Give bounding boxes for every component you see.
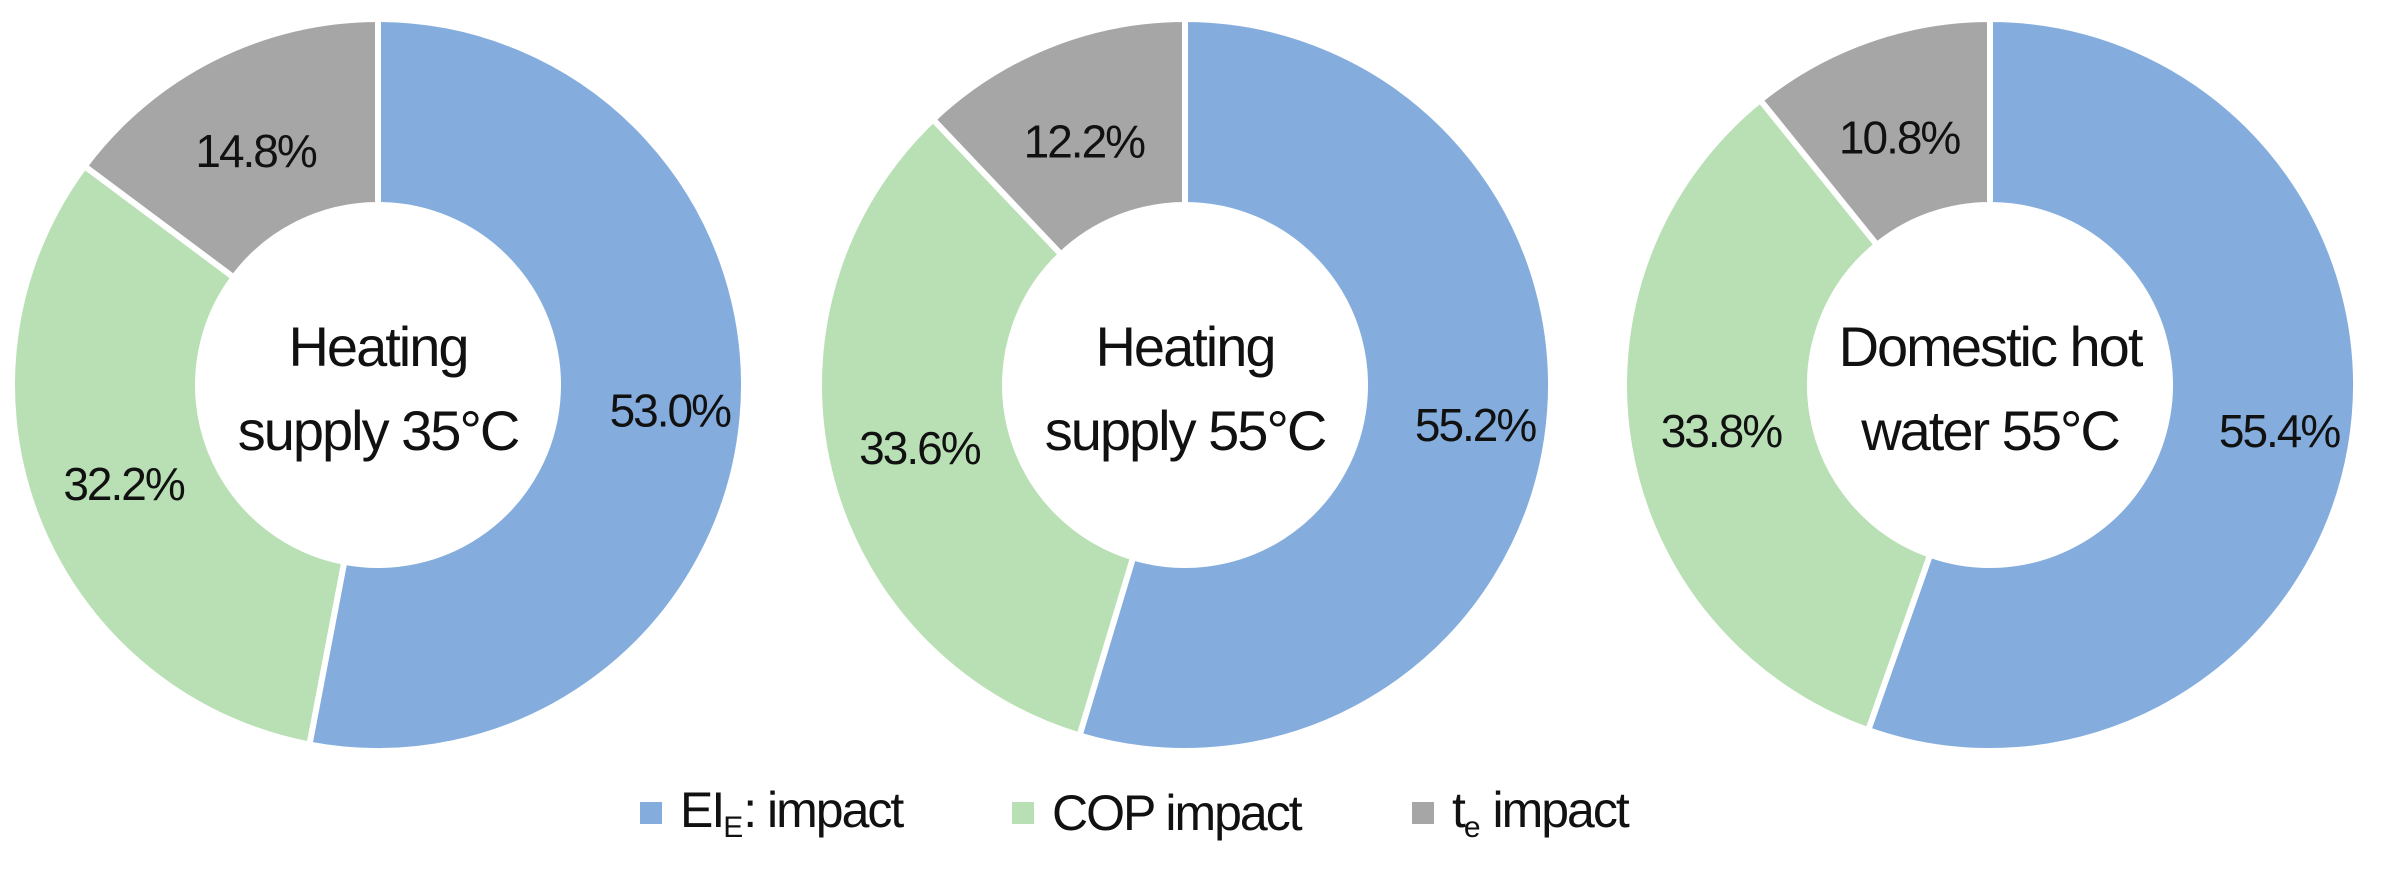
donut-2-center-label-line-2: supply 55°C [1045,399,1326,462]
donut-1-center-label-line-1: Heating [288,315,467,378]
donut-2-label-ei-impact: 55.2% [1415,399,1537,451]
donut-3-slice-te-impact [1756,15,1993,250]
legend-item-te-impact: te impact [1412,778,1630,848]
donut-3-label-te-impact: 10.8% [1839,112,1961,164]
legend-label-cop-impact: COP impact [1052,785,1303,841]
donut-3-center-label-line-2: water 55°C [1860,399,2119,462]
legend-swatch-cop-impact [1012,802,1034,824]
donut-1-center-label-line-2: supply 35°C [238,399,519,462]
donut-3-label-cop-impact: 33.8% [1661,405,1783,457]
donut-2-slice-ei-impact [1075,15,1554,754]
legend-item-cop-impact: COP impact [1012,778,1303,848]
donut-1-label-cop-impact: 32.2% [63,458,185,510]
legend-swatch-ei-impact [640,802,662,824]
donut-chart-3: 55.4% 33.8% 10.8% Domestic hot water 55°C [1621,15,2359,754]
donut-1-slice-te-impact [80,15,381,282]
legend-label-te-impact: te impact [1452,782,1630,844]
donut-chart-1: 53.0% 32.2% 14.8% Heating supply 35°C [9,15,747,754]
donut-2-label-te-impact: 12.2% [1024,115,1146,167]
donut-1-label-te-impact: 14.8% [195,125,317,177]
donut-1-label-ei-impact: 53.0% [610,385,732,437]
donut-1-slice-cop-impact [9,161,348,749]
legend-swatch-te-impact [1412,802,1434,824]
donut-2-center-label-line-1: Heating [1095,315,1274,378]
legend-label-ei-impact: EIE: impact [680,782,904,844]
legend-item-ei-impact: EIE: impact [640,778,904,848]
legend: EIE: impact COP impact te impact [0,778,2381,848]
donut-2-label-cop-impact: 33.6% [859,422,981,474]
donut-chart-2: 55.2% 33.6% 12.2% Heating supply 55°C [816,15,1554,754]
donut-3-center-label-line-1: Domestic hot [1839,315,2144,378]
donut-2-slice-cop-impact [816,115,1137,740]
donut-1-slice-ei-impact [305,15,747,754]
donut-3-slice-cop-impact [1621,95,1934,734]
donut-3-label-ei-impact: 55.4% [2219,405,2341,457]
donut-2-slice-te-impact [928,15,1188,259]
